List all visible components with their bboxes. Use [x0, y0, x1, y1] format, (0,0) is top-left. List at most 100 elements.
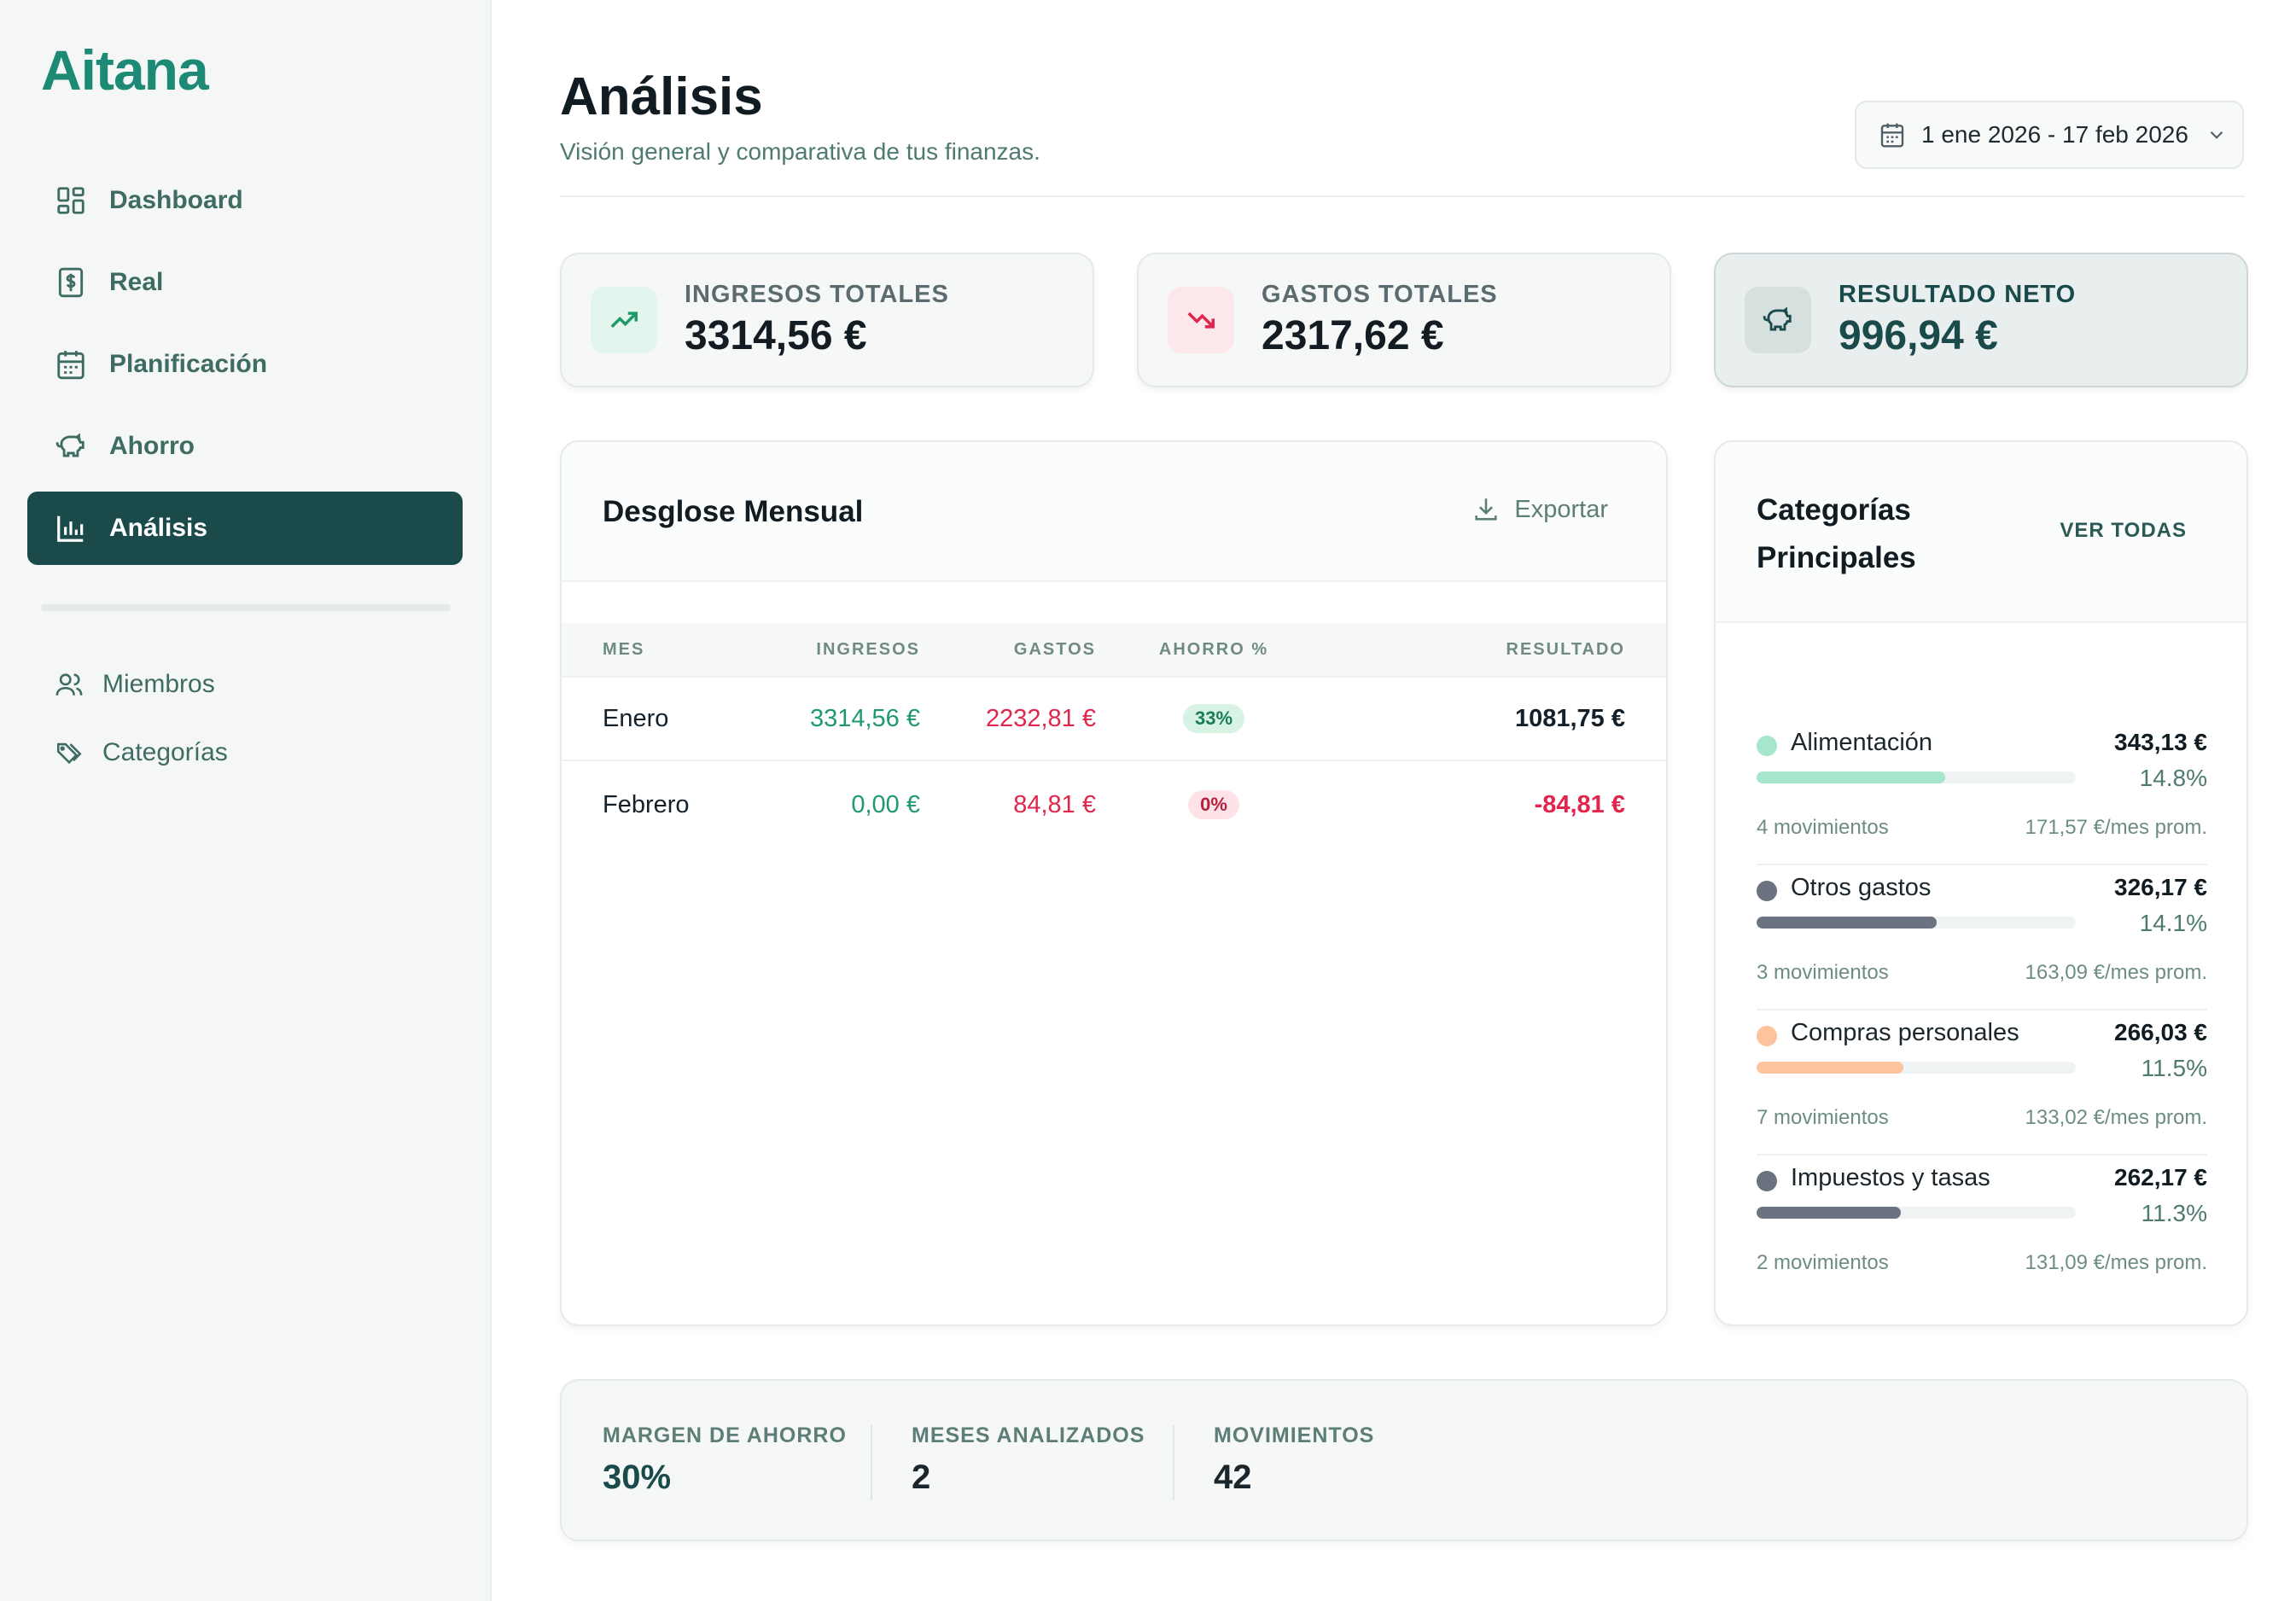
page-subtitle: Visión general y comparativa de tus fina… — [560, 138, 1040, 165]
main-content: Análisis Visión general y comparativa de… — [492, 0, 2296, 1601]
category-item[interactable]: Impuestos y tasas 262,17 € 11.3% 2 movim… — [1757, 1156, 2207, 1301]
cell-ahorro: 0% — [1154, 763, 1273, 847]
table-row[interactable]: Febrero 0,00 € 84,81 € 0% -84,81 € — [562, 763, 1666, 847]
summary-margen: MARGEN DE AHORRO 30% — [603, 1423, 847, 1497]
col-header-ingresos[interactable]: INGRESOS — [816, 639, 920, 659]
cell-ingresos: 0,00 € — [851, 790, 920, 818]
summary-label: MOVIMIENTOS — [1214, 1423, 1375, 1447]
category-item[interactable]: Otros gastos 326,17 € 14.1% 3 movimiento… — [1757, 865, 2207, 1010]
category-progress — [1757, 1062, 2076, 1074]
sidebar-divider — [41, 604, 451, 611]
calendar-icon — [1880, 123, 1904, 148]
sidebar-item-label: Dashboard — [109, 186, 243, 214]
divider — [1757, 1009, 2207, 1010]
category-amount: 266,03 € — [2114, 1019, 2207, 1045]
cell-mes: Enero — [603, 704, 669, 732]
chevron-down-icon — [2210, 131, 2223, 139]
tags-icon — [56, 742, 82, 765]
stat-icon-wrap — [1745, 287, 1811, 353]
sidebar-item-real[interactable]: Real — [27, 246, 463, 319]
category-color-dot — [1757, 736, 1777, 756]
divider — [1757, 1154, 2207, 1156]
category-percent: 14.8% — [2139, 765, 2207, 791]
category-percent: 11.3% — [2141, 1200, 2207, 1226]
category-name: Otros gastos — [1791, 874, 1932, 901]
cell-gastos: 2232,81 € — [985, 704, 1096, 732]
card-header: Categorías Principales VER TODAS — [1716, 442, 2246, 623]
sidebar-item-label: Análisis — [109, 514, 208, 542]
sidebar-item-planificacion[interactable]: Planificación — [27, 328, 463, 401]
trending-down-icon — [1187, 311, 1215, 329]
card-title: Desglose Mensual — [603, 495, 864, 528]
category-item[interactable]: Alimentación 343,13 € 14.8% 4 movimiento… — [1757, 720, 2207, 865]
sidebar-item-miembros[interactable]: Miembros — [27, 652, 463, 717]
sidebar-item-dashboard[interactable]: Dashboard — [27, 164, 463, 237]
date-range-label: 1 ene 2026 - 17 feb 2026 — [1921, 121, 2188, 148]
category-progress-fill — [1757, 771, 1946, 783]
stat-label: RESULTADO NETO — [1839, 281, 2077, 308]
category-average: 171,57 €/mes prom. — [2025, 816, 2207, 839]
category-movements: 4 movimientos — [1757, 816, 1889, 839]
col-header-ahorro[interactable]: AHORRO % — [1158, 639, 1269, 659]
main-nav: Dashboard Real Planificación Ahorro Anál… — [27, 164, 463, 573]
export-button[interactable]: Exportar — [1471, 495, 1608, 524]
sidebar-item-label: Miembros — [102, 670, 215, 698]
dashboard-icon — [57, 187, 84, 214]
table-row[interactable]: Enero 3314,56 € 2232,81 € 33% 1081,75 € — [562, 678, 1666, 761]
category-progress-fill — [1757, 917, 1937, 929]
sidebar-item-label: Categorías — [102, 738, 228, 766]
stat-icon-wrap — [1168, 287, 1234, 353]
cell-ingresos: 3314,56 € — [809, 704, 920, 732]
stat-value: 996,94 € — [1839, 313, 1998, 358]
sidebar-item-categorias[interactable]: Categorías — [27, 720, 463, 785]
col-header-mes[interactable]: MES — [603, 639, 645, 659]
category-progress — [1757, 771, 2076, 783]
date-range-picker[interactable]: 1 ene 2026 - 17 feb 2026 — [1855, 101, 2244, 169]
sidebar-item-analisis[interactable]: Análisis — [27, 492, 463, 565]
cell-resultado: 1081,75 € — [1514, 704, 1625, 732]
category-color-dot — [1757, 881, 1777, 901]
dollar-receipt-icon — [58, 267, 84, 298]
category-color-dot — [1757, 1171, 1777, 1191]
cell-gastos: 84,81 € — [1013, 790, 1096, 818]
category-color-dot — [1757, 1026, 1777, 1046]
divider — [1757, 864, 2207, 865]
summary-value: 30% — [603, 1458, 672, 1496]
sidebar: Aitana Dashboard Real Planificación Ahor… — [0, 0, 492, 1601]
bar-chart-icon — [57, 515, 84, 542]
summary-value: 42 — [1214, 1458, 1252, 1496]
divider — [1173, 1425, 1174, 1500]
stat-card-gastos: GASTOS TOTALES 2317,62 € — [1137, 253, 1671, 387]
summary-label: MARGEN DE AHORRO — [603, 1423, 847, 1447]
category-item[interactable]: Compras personales 266,03 € 11.5% 7 movi… — [1757, 1010, 2207, 1156]
summary-movimientos: MOVIMIENTOS 42 — [1214, 1423, 1374, 1497]
category-name: Alimentación — [1791, 729, 1933, 756]
secondary-nav: Miembros Categorías — [27, 652, 463, 789]
stat-label: GASTOS TOTALES — [1262, 281, 1498, 308]
stat-label: INGRESOS TOTALES — [685, 281, 949, 308]
stat-card-ingresos: INGRESOS TOTALES 3314,56 € — [560, 253, 1094, 387]
stat-icon-wrap — [591, 287, 657, 353]
col-header-gastos[interactable]: GASTOS — [1013, 639, 1096, 659]
cell-mes: Febrero — [603, 790, 690, 818]
top-categories-card: Categorías Principales VER TODAS Aliment… — [1714, 440, 2248, 1326]
category-average: 133,02 €/mes prom. — [2025, 1106, 2207, 1129]
export-label: Exportar — [1514, 495, 1608, 523]
col-header-resultado[interactable]: RESULTADO — [1506, 639, 1625, 659]
stat-card-resultado: RESULTADO NETO 996,94 € — [1714, 253, 2248, 387]
category-progress-fill — [1757, 1207, 1902, 1219]
category-name: Compras personales — [1791, 1019, 2019, 1046]
table-header: MES INGRESOS GASTOS AHORRO % RESULTADO — [562, 623, 1666, 678]
category-average: 131,09 €/mes prom. — [2025, 1251, 2207, 1274]
page-title: Análisis — [560, 67, 763, 126]
see-all-link[interactable]: VER TODAS — [2060, 519, 2187, 542]
category-amount: 326,17 € — [2114, 874, 2207, 900]
category-amount: 262,17 € — [2114, 1164, 2207, 1191]
category-movements: 2 movimientos — [1757, 1251, 1889, 1274]
sidebar-item-ahorro[interactable]: Ahorro — [27, 410, 463, 483]
stat-value: 2317,62 € — [1262, 313, 1444, 358]
ahorro-badge: 0% — [1188, 790, 1239, 819]
category-average: 163,09 €/mes prom. — [2025, 961, 2207, 984]
app-logo[interactable]: Aitana — [41, 38, 209, 102]
summary-label: MESES ANALIZADOS — [912, 1423, 1145, 1447]
